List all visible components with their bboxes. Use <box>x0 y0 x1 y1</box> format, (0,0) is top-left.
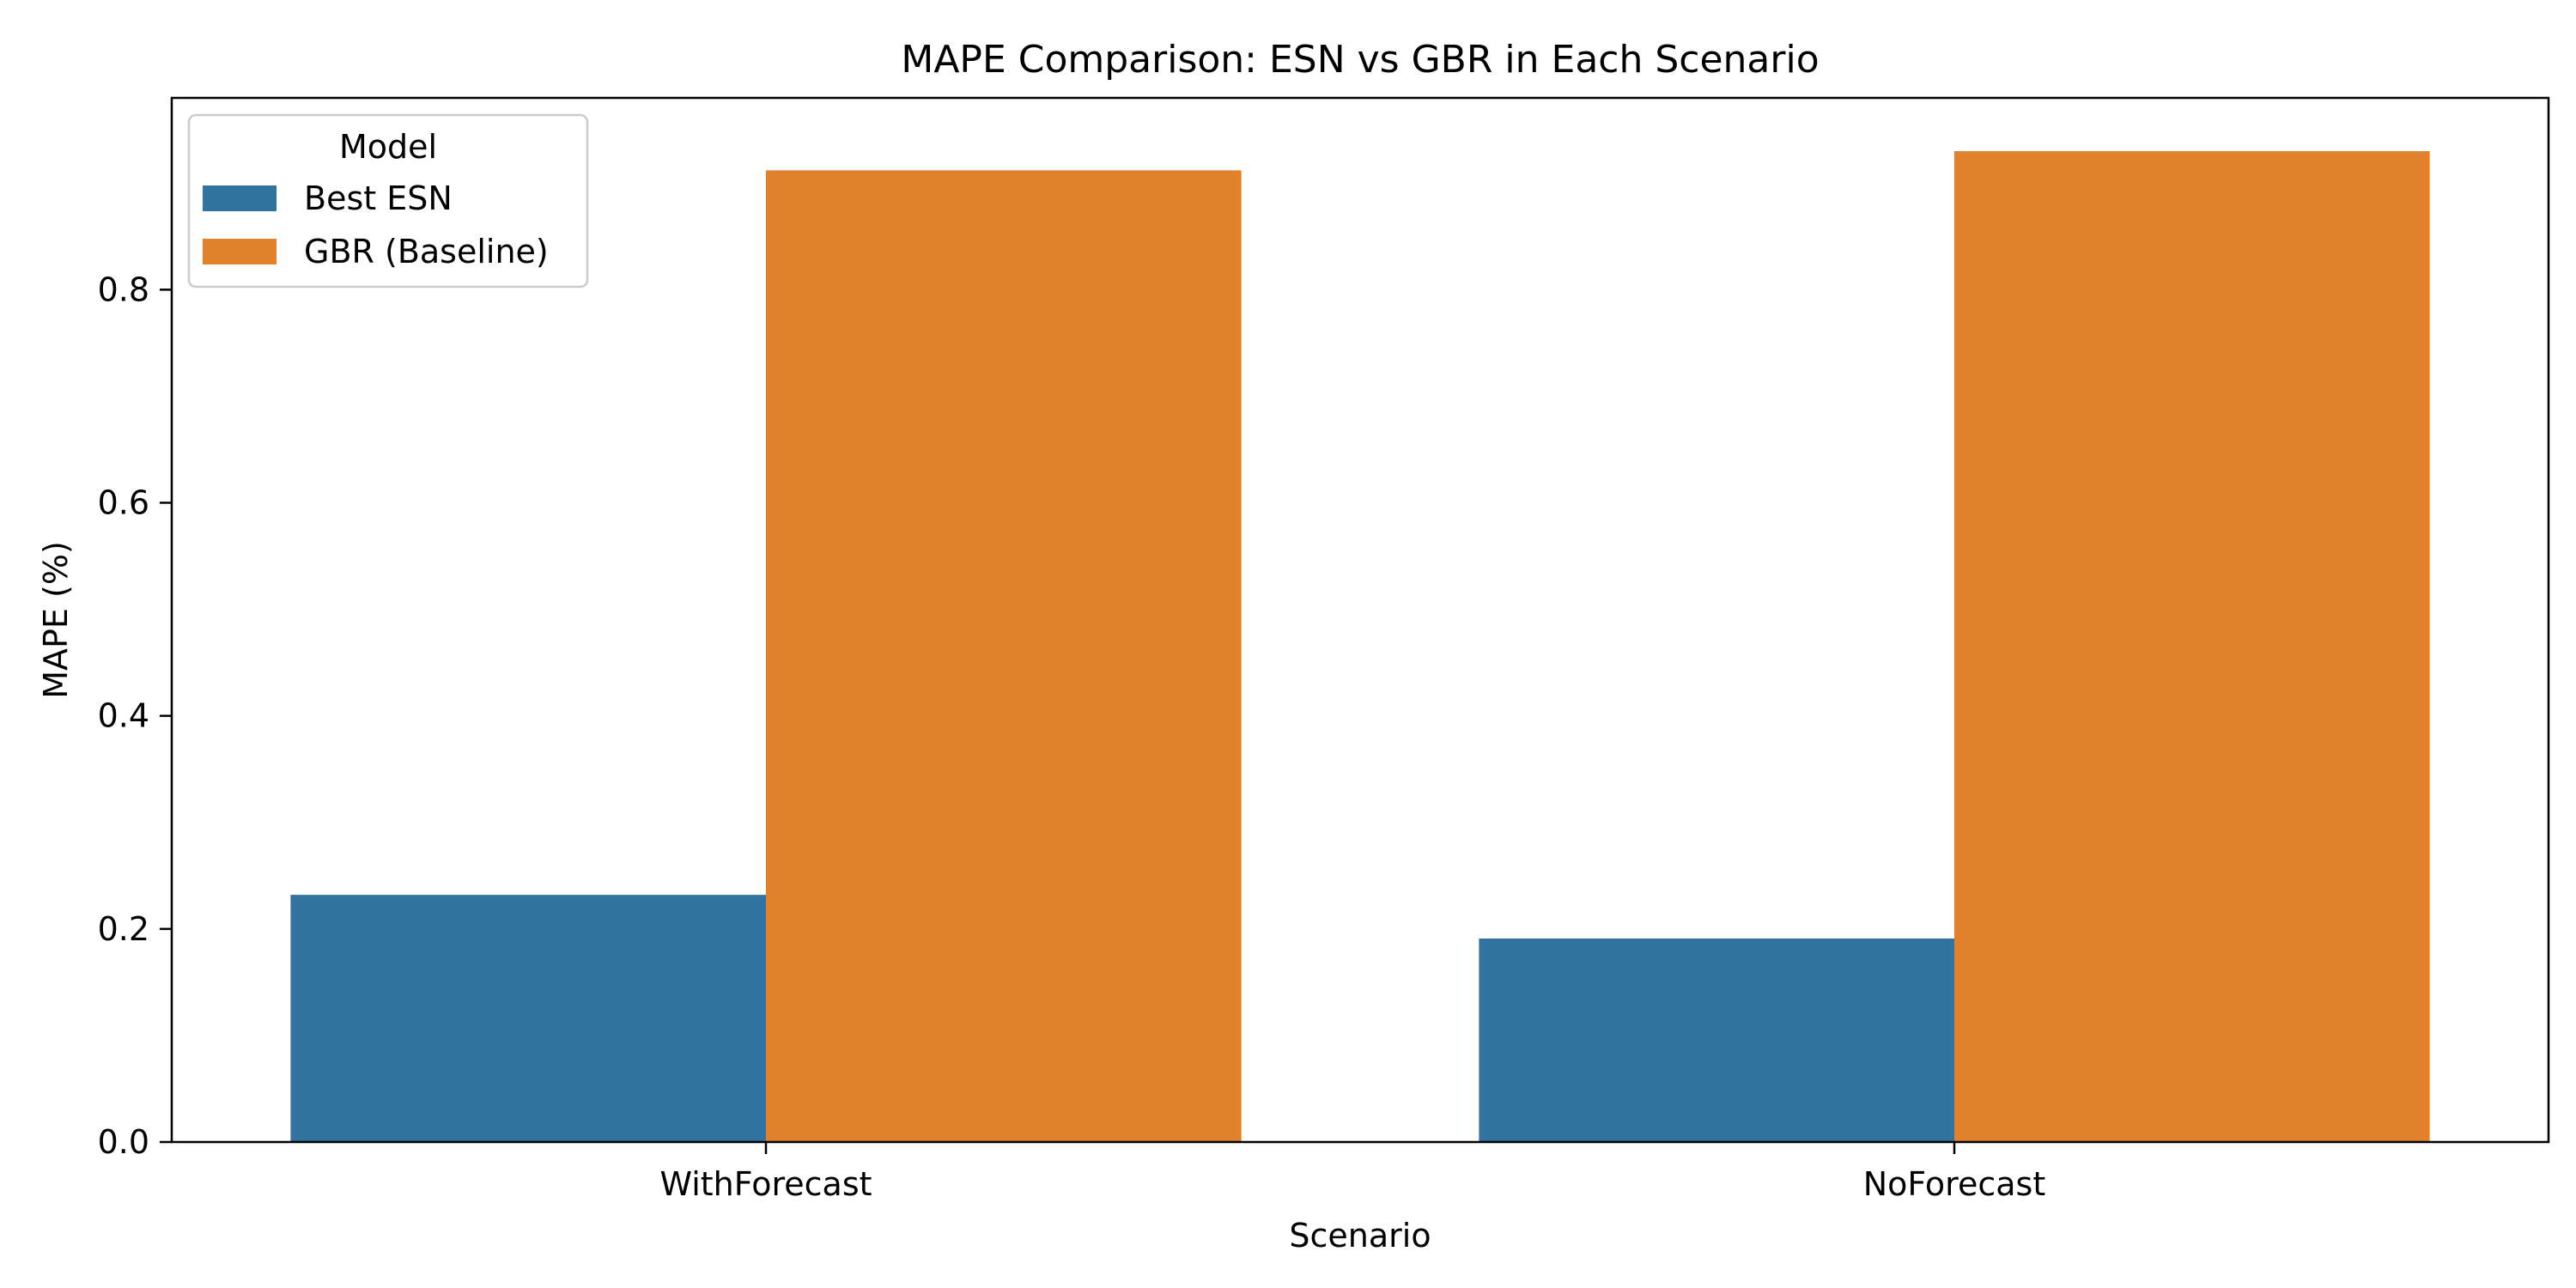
legend-swatch-best-esn <box>203 185 276 211</box>
legend-title: Model <box>339 128 437 166</box>
x-tick-label-noforecast: NoForecast <box>1863 1165 2045 1203</box>
bars-group <box>290 151 2430 1143</box>
chart-title: MAPE Comparison: ESN vs GBR in Each Scen… <box>901 38 1819 82</box>
legend-label-best-esn: Best ESN <box>304 179 453 217</box>
legend-frame <box>187 113 589 289</box>
y-tick-label-0-6: 0.6 <box>98 484 149 522</box>
y-ticks-group: 0.0 0.2 0.4 0.6 0.8 <box>98 270 172 1161</box>
legend: Model Best ESN GBR (Baseline) <box>187 113 589 289</box>
bar-best-esn-noforecast <box>1479 939 1954 1142</box>
bar-best-esn-withforecast <box>290 895 766 1142</box>
y-tick-label-0-0: 0.0 <box>98 1123 149 1161</box>
x-ticks-group: WithForecast NoForecast <box>659 1142 2045 1203</box>
y-tick-label-0-2: 0.2 <box>98 910 149 948</box>
y-tick-label-0-8: 0.8 <box>98 270 149 308</box>
x-axis-label: Scenario <box>1289 1217 1431 1255</box>
plot-frame <box>170 96 2550 1144</box>
x-tick-label-withforecast: WithForecast <box>659 1165 872 1203</box>
bar-gbr-baseline-withforecast <box>766 170 1242 1143</box>
legend-swatch-gbr-baseline <box>203 239 276 264</box>
y-axis-label: MAPE (%) <box>37 541 75 699</box>
y-tick-label-0-4: 0.4 <box>98 697 149 735</box>
legend-label-gbr-baseline: GBR (Baseline) <box>304 233 549 270</box>
bar-gbr-baseline-noforecast <box>1954 151 2430 1143</box>
